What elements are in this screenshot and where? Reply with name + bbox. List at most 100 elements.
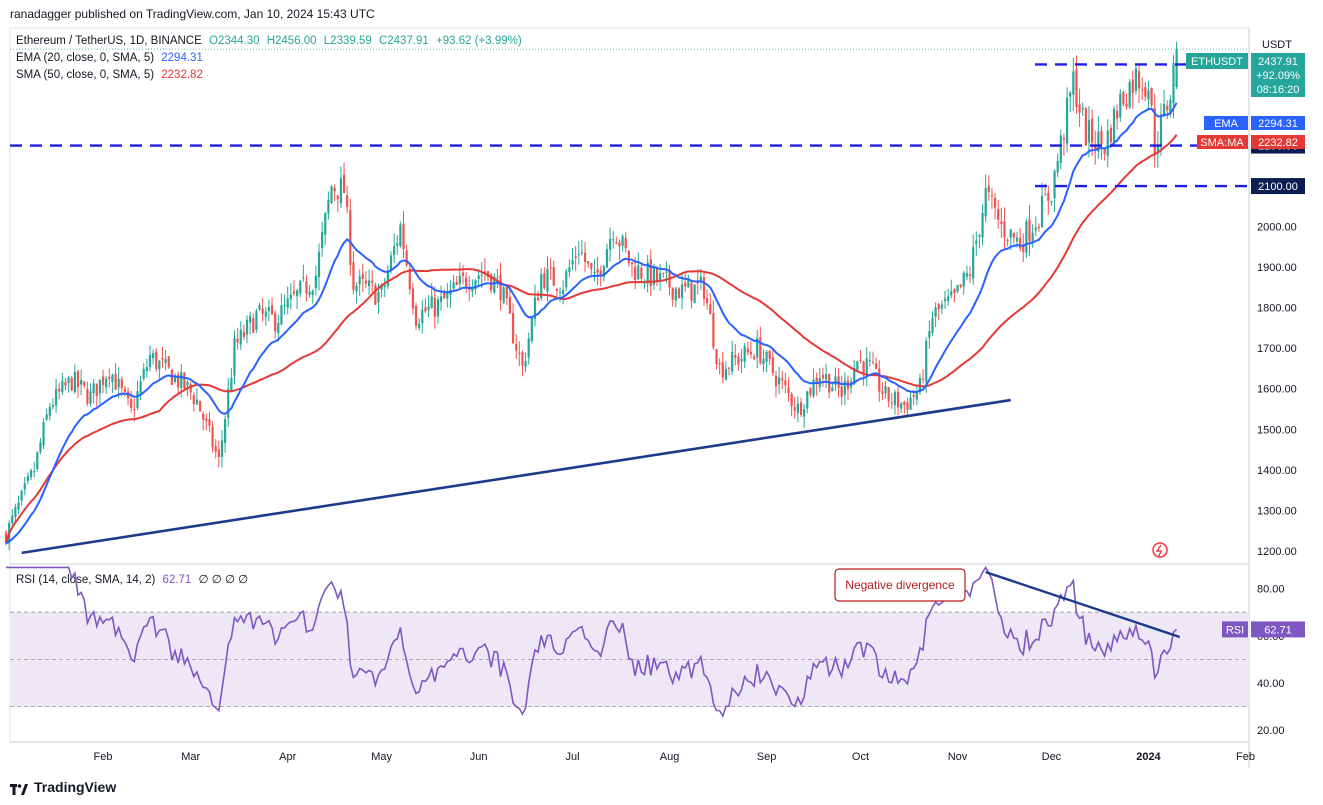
candle-body: [89, 391, 92, 404]
candle-body: [743, 346, 746, 362]
candle-body: [1037, 226, 1040, 228]
candle-body: [130, 399, 133, 408]
candle-body: [900, 403, 903, 409]
candle-body: [461, 272, 465, 276]
candle-body: [480, 274, 483, 276]
candle-body: [533, 297, 537, 320]
candle-body: [439, 296, 443, 302]
candle-body: [749, 351, 753, 355]
candle-body: [831, 387, 834, 392]
legend-sma-label: SMA (50, close, 0, SMA, 5): [16, 69, 155, 81]
candle-body: [875, 363, 878, 369]
candle-body: [314, 276, 317, 289]
candle-body: [377, 292, 380, 303]
candle-body: [1053, 170, 1056, 199]
candle-body: [83, 381, 86, 386]
candle-body: [950, 291, 953, 296]
time-tick-label: 2024: [1136, 751, 1161, 763]
candle-body: [737, 357, 740, 365]
candle-body: [217, 449, 220, 458]
candle-body: [862, 361, 865, 375]
candle-body: [195, 399, 199, 405]
candle-body: [1059, 135, 1062, 163]
tradingview-brand: TradingView: [10, 779, 116, 795]
candle-body: [408, 268, 411, 290]
ema-value-label: 2294.31: [1258, 118, 1298, 130]
candle-body: [486, 271, 490, 277]
candle-body: [167, 356, 170, 368]
candle-body: [17, 502, 20, 510]
candle-body: [558, 292, 562, 294]
candle-body: [1028, 219, 1031, 242]
candle-body: [1019, 238, 1022, 249]
candle-body: [702, 277, 706, 299]
candle-body: [1125, 103, 1128, 107]
candle-body: [245, 319, 249, 335]
candle-body: [840, 386, 843, 397]
candle-body: [502, 287, 505, 304]
price-tick-label: 1200.00: [1257, 546, 1297, 558]
candle-body: [649, 258, 652, 287]
candle-body: [781, 378, 784, 381]
candle-body: [815, 377, 818, 384]
candle-body: [709, 304, 712, 315]
candle-body: [383, 285, 386, 287]
candle-body: [518, 352, 521, 354]
candle-body: [1050, 200, 1053, 203]
candle-body: [333, 187, 336, 192]
candle-body: [637, 265, 640, 280]
candle-body: [145, 367, 148, 372]
candle-body: [305, 281, 308, 294]
brand-label: TradingView: [34, 779, 117, 795]
rsi-tag: RSI: [1226, 624, 1244, 636]
candle-body: [321, 232, 324, 249]
candle-body: [477, 275, 480, 280]
candle-body: [264, 311, 267, 317]
candle-body: [389, 255, 393, 270]
candle-body: [1044, 194, 1047, 196]
last-price-tag-bg: [1251, 53, 1305, 97]
candle-body: [474, 280, 477, 290]
candle-body: [565, 271, 568, 288]
candle-body: [834, 376, 837, 385]
candle-body: [349, 209, 352, 266]
candle-body: [105, 378, 108, 387]
candle-body: [605, 249, 609, 268]
candle-body: [771, 357, 774, 374]
candle-body: [399, 224, 402, 246]
candle-body: [765, 351, 768, 362]
sma-value-label: 2232.82: [1258, 137, 1298, 149]
candle-body: [618, 242, 621, 247]
candle-body: [1056, 160, 1059, 173]
candle-body: [202, 413, 205, 421]
candle-body: [1109, 127, 1112, 142]
candle-body: [289, 294, 292, 300]
candle-body: [515, 343, 518, 351]
time-tick-label: Dec: [1042, 751, 1062, 763]
candle-body: [198, 400, 202, 412]
candle-body: [602, 266, 605, 278]
price-tick-label: 1600.00: [1257, 384, 1297, 396]
candle-body: [571, 260, 574, 265]
candle-body: [1144, 87, 1147, 97]
candle-body: [180, 372, 183, 388]
candle-body: [505, 287, 508, 299]
sma-line: [5, 134, 1178, 544]
candle-body: [336, 195, 339, 200]
legend-title: Ethereum / TetherUS, 1D, BINANCE: [16, 35, 202, 47]
candle-body: [580, 252, 584, 254]
time-tick-label: Sep: [757, 751, 777, 763]
legend-ema-label: EMA (20, close, 0, SMA, 5): [16, 52, 155, 64]
candle-body: [524, 361, 527, 367]
candle-body: [724, 368, 727, 380]
candle-body: [380, 286, 383, 290]
candle-body: [327, 199, 330, 214]
candle-body: [261, 308, 264, 314]
candle-body: [98, 379, 101, 394]
time-tick-label: Mar: [181, 751, 200, 763]
candle-body: [192, 395, 195, 405]
ascending-trendline: [21, 398, 1011, 555]
candle-body: [1131, 79, 1134, 93]
candle-body: [903, 401, 906, 405]
